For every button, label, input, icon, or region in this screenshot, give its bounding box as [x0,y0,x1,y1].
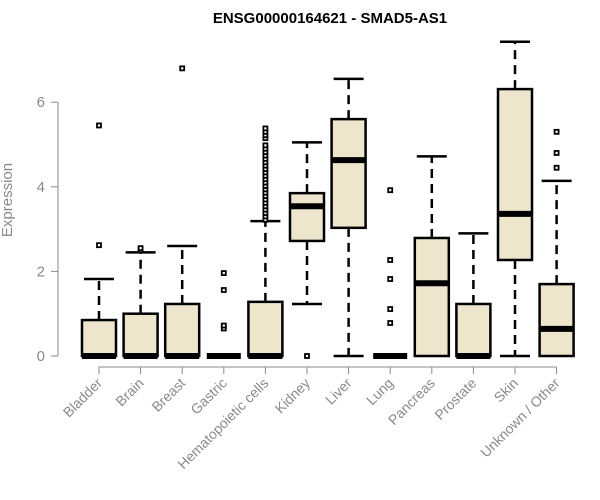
box-iqr [288,191,326,243]
x-tick-label: Unknown / Other [477,375,563,461]
outlier-point [387,320,394,326]
box-iqr [247,300,284,358]
y-axis: 0 2 4 6 [37,94,59,365]
x-tick-label: Lung [363,375,396,408]
y-tick-label: 2 [37,263,45,280]
box-group-unknown-other [538,128,575,358]
outlier-point [262,142,269,149]
outlier-point [179,65,186,72]
outlier-point [553,150,560,156]
outlier-point [387,187,394,194]
outlier-point [220,322,227,329]
outlier-point [137,245,144,252]
y-tick-label: 0 [37,348,45,365]
x-tick-label: Brain [112,375,146,409]
y-tick-label: 6 [37,94,45,111]
x-tick-label: Breast [148,375,188,415]
box-iqr [538,282,575,358]
box-group-prostate [455,232,492,359]
box-group-gastric [206,270,241,359]
box-iqr [80,318,118,358]
y-tick-label: 4 [37,179,45,196]
y-axis-label: Expression [0,163,16,237]
box-group-lung [373,187,408,359]
box-group-liver [330,77,367,358]
box-group-hematopoietic-cells [247,125,284,359]
box-iqr [413,236,451,358]
outlier-point [96,122,102,129]
plot-area [80,40,575,359]
x-tick-label: Bladder [60,375,106,421]
box-group-brain [122,245,159,359]
outlier-point [553,164,560,171]
box-iqr [496,87,534,262]
outlier-point [96,242,102,249]
box-group-bladder [80,122,118,359]
box-group-kidney [288,141,326,359]
x-tick-label: Liver [322,375,355,408]
outlier-point [387,306,394,312]
box-iqr [122,312,159,358]
box-group-pancreas [413,155,451,358]
x-tick-label: Kidney [272,375,314,417]
chart-title: ENSG00000164621 - SMAD5-AS1 [213,10,447,27]
box-iqr [455,302,492,358]
outlier-point [387,257,394,263]
box-group-breast [163,65,201,359]
outlier-point [262,125,269,132]
box-iqr [163,302,201,358]
outlier-point [304,353,310,359]
box-group-skin [496,40,534,358]
outlier-point [220,287,227,293]
outlier-point [387,276,394,282]
box-iqr [330,117,367,230]
x-tick-label: Skin [491,375,522,406]
outlier-point [220,270,227,276]
x-tick-label: Prostate [431,375,479,423]
outlier-point [553,128,560,135]
